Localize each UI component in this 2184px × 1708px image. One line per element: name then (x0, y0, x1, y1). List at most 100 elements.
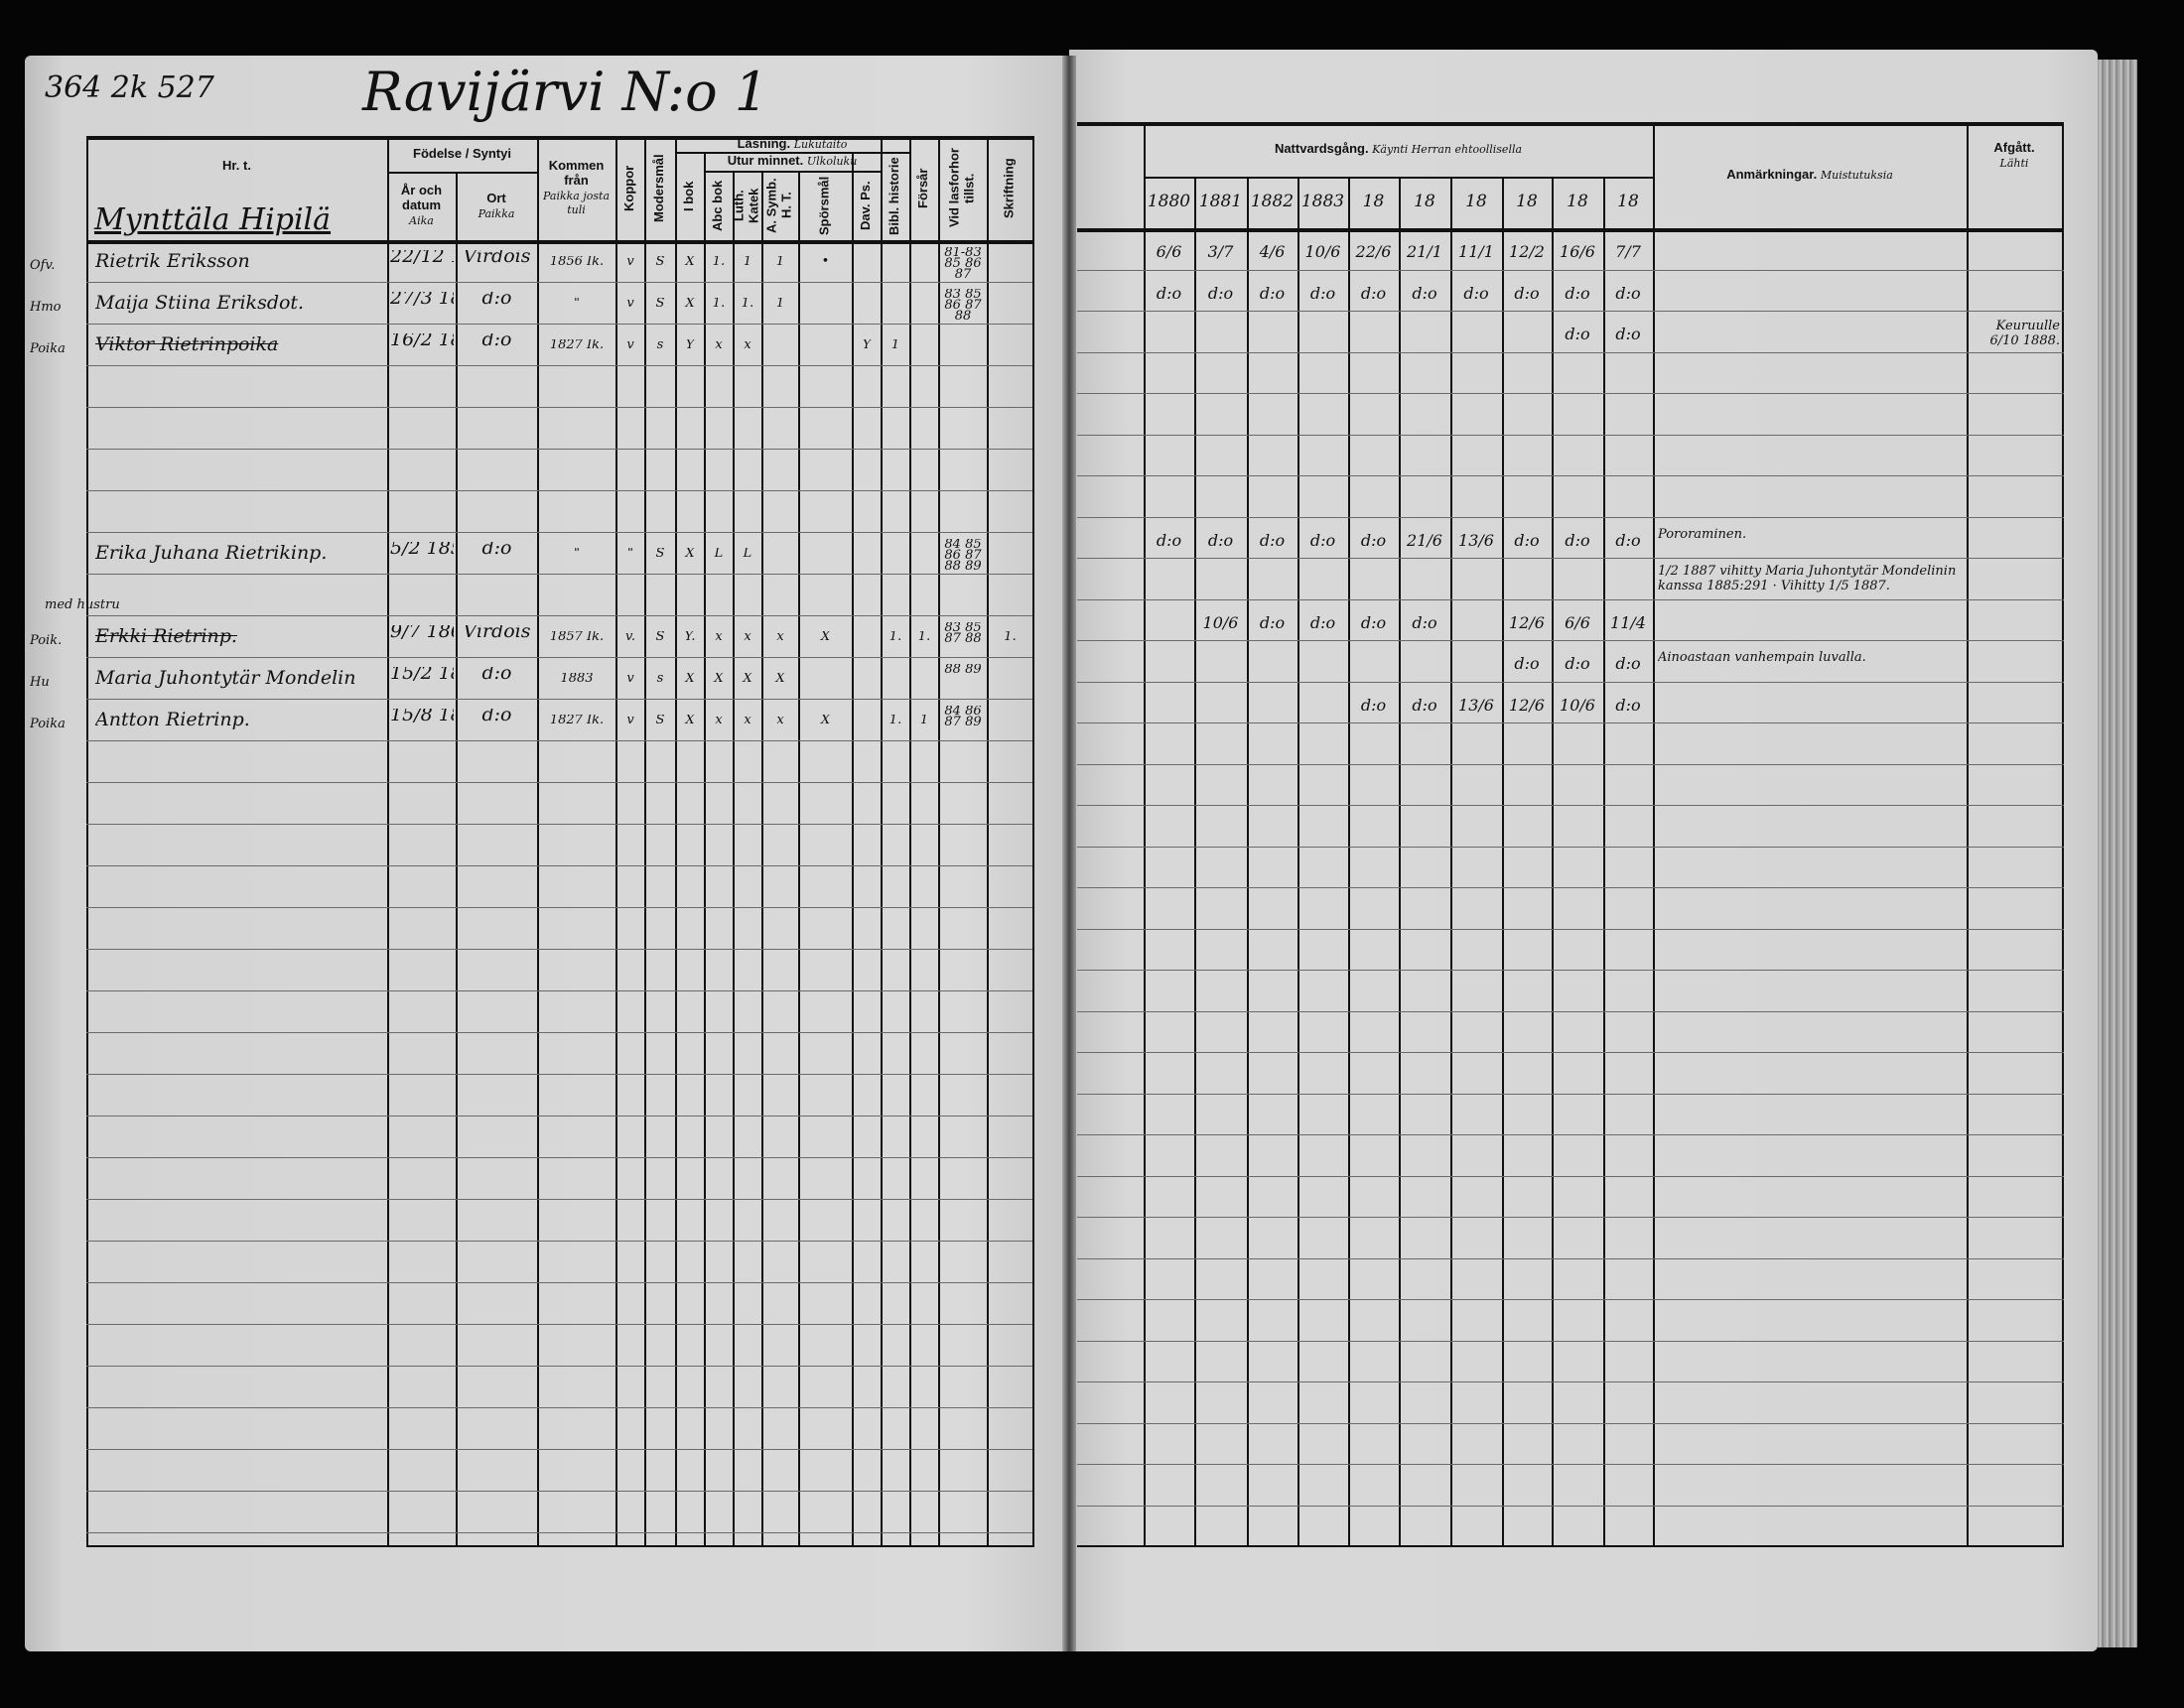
cell-koppor: v (626, 339, 634, 352)
remarks-cell (1658, 321, 1962, 354)
column-divider (387, 136, 389, 1545)
row-line (86, 1491, 1032, 1492)
departed-cell (1971, 690, 2060, 723)
departed-cell (1971, 525, 2060, 559)
communion-cell: 21/1 (1407, 242, 1442, 261)
departed-cell (1971, 648, 2060, 682)
forsar-label: Försår (915, 168, 931, 208)
row-line (86, 990, 1032, 991)
cell-dav (855, 715, 879, 748)
table-top-border (86, 136, 1034, 140)
table-bottom-border (86, 1545, 1034, 1547)
came-from-label: Kommen från (548, 157, 605, 188)
row-line (1077, 435, 2064, 436)
year-label: 18 (1567, 192, 1588, 212)
cell-spor: X (820, 715, 831, 727)
row-line (1077, 311, 2064, 312)
row-line (86, 1366, 1032, 1367)
cell-birth-date: 9/7 1865 (390, 625, 454, 642)
header-year: 1880 (1144, 177, 1194, 228)
cell-birth-date: 5/2 1857 (390, 542, 454, 559)
header-dav: Dav. Ps. (852, 171, 881, 240)
cell-symb: 1 (775, 298, 785, 311)
cell-abc: x (715, 339, 723, 352)
cell-ibok: X (685, 548, 695, 561)
header-communion: Nattvardsgång. Käynti Herran ehtoollisel… (1144, 122, 1653, 177)
cell-luth: x (744, 631, 751, 644)
cell-vid: 84 85 86 87 88 89 (944, 539, 982, 574)
row-line (1077, 1052, 2064, 1053)
cell-dav (855, 298, 879, 331)
cell-symb: 1 (775, 256, 785, 269)
cell-birth-date: 22/12 1822 (390, 250, 454, 267)
row-prefix: Poika (30, 341, 66, 356)
departed-cell: Keuruulle 6/10 1888. (1989, 319, 2060, 348)
row-line (86, 865, 1032, 866)
row-line (1077, 970, 2064, 971)
person-name: Viktor Rietrinpoika (95, 333, 279, 355)
remarks-cell (1658, 692, 1962, 725)
row-line (1077, 1134, 2064, 1135)
header-birth-place: Ort Paikka (456, 172, 537, 240)
row-line (1077, 1011, 2064, 1012)
cell-came-from: " (574, 548, 580, 561)
remarks-cell: Ainoastaan vanhempain luvalla. (1658, 650, 1866, 665)
communion-cell: 13/6 (1458, 530, 1494, 550)
vid-label: Vid lasforhor tillst. (946, 148, 977, 228)
communion-cell: d:o (1259, 612, 1286, 632)
header-remarks: Anmärkningar. Muistutuksia (1653, 122, 1967, 228)
row-line (1077, 352, 2064, 353)
communion-cell: d:o (1615, 654, 1641, 673)
cell-symb: X (775, 673, 785, 686)
cell-bibl (884, 548, 907, 582)
cell-symb: x (776, 631, 784, 644)
cell-forsar (912, 339, 936, 373)
luth-label: Luth. Katek (731, 188, 761, 223)
cell-forsar (912, 673, 936, 707)
remarks-cell: 1/2 1887 vihitty Maria Juhontytär Mondel… (1658, 563, 1957, 593)
row-prefix: Hu (30, 675, 50, 690)
cell-spor (801, 548, 850, 582)
header-vid: Vid lasforhor tillst. (938, 136, 987, 240)
column-divider (537, 136, 539, 1545)
header-bibl: Bibl. historie (881, 152, 909, 240)
column-divider (1194, 177, 1196, 1545)
cell-luth: x (744, 715, 751, 727)
row-line (1077, 517, 2064, 518)
cell-abc: x (715, 715, 723, 727)
row-line (1077, 764, 2064, 765)
person-name: Maria Juhontytär Mondelin (95, 667, 356, 689)
birth-place-fi: Paikka (478, 206, 515, 220)
cell-skrift (990, 256, 1030, 290)
utur-minnet-fi: Ulkoluku (806, 155, 858, 169)
cell-dav (855, 548, 879, 582)
column-divider (1653, 122, 1655, 1545)
row-line (1077, 929, 2064, 930)
column-divider (1967, 122, 1969, 1545)
row-line (86, 1282, 1032, 1283)
communion-cell: d:o (1309, 530, 1336, 550)
utur-minnet-label: Utur minnet. (727, 153, 804, 169)
name-label: Hr. t. (222, 157, 251, 173)
cell-mod: S (655, 631, 665, 644)
cell-mod: S (655, 256, 665, 269)
communion-cell: d:o (1360, 612, 1387, 632)
cell-ibok: X (685, 715, 695, 727)
memory-subheader-line (704, 171, 881, 173)
communion-cell: 3/7 (1207, 242, 1234, 261)
cell-birth-place: d:o (481, 333, 512, 350)
cell-birth-date: 16/2 1870 (390, 333, 454, 350)
village-title: Ravijärvi N:o 1 (362, 61, 769, 123)
cell-luth: 1. (741, 298, 754, 311)
year-label: 1881 (1198, 192, 1243, 212)
cell-bibl: 1. (888, 631, 902, 644)
header-came-from: Kommen från Paikka josta tuli (537, 136, 615, 240)
year-label: 1882 (1250, 192, 1295, 212)
cell-birth-date: 15/2 1861 (390, 667, 454, 684)
came-from-fi: Paikka josta tuli (542, 189, 611, 217)
header-year: 1883 (1297, 177, 1348, 228)
row-line (86, 1407, 1032, 1408)
remarks-fi: Muistutuksia (1820, 169, 1893, 183)
cell-skrift (990, 548, 1030, 582)
